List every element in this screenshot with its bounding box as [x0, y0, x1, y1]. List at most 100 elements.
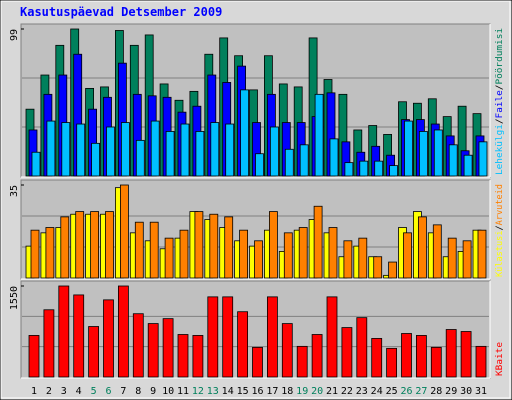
bar	[344, 162, 354, 177]
bar	[447, 237, 457, 279]
x-tick-label: 4	[76, 386, 82, 397]
legend-entry: Pöördumisi	[495, 28, 505, 85]
bar	[43, 309, 55, 378]
x-tick-label: 22	[341, 386, 353, 397]
legend-separator: /	[495, 118, 505, 124]
bar	[284, 148, 294, 177]
bar	[120, 184, 129, 279]
chart-title: Kasutuspäevad Detsember 2009	[20, 5, 222, 19]
legend-entry: Faile	[495, 90, 505, 118]
bar	[60, 216, 70, 279]
bar	[73, 294, 85, 378]
bar	[224, 216, 234, 279]
bar	[462, 240, 472, 279]
x-tick-label: 17	[266, 386, 278, 397]
bar	[105, 211, 114, 279]
legend-separator: /	[495, 225, 505, 230]
bar	[88, 326, 99, 378]
bar	[150, 120, 160, 177]
bar	[255, 153, 264, 177]
bar	[225, 123, 235, 177]
x-tick-label: 5	[91, 386, 97, 397]
bar	[478, 141, 488, 177]
bar	[252, 346, 263, 378]
bar	[177, 334, 189, 378]
bar	[239, 229, 249, 279]
bar	[341, 327, 353, 378]
bar	[61, 122, 71, 177]
bar	[326, 296, 338, 378]
bar	[118, 285, 129, 378]
x-tick-label: 11	[177, 386, 189, 397]
bar	[329, 138, 339, 177]
x-tick-label: 19	[296, 386, 308, 397]
bar	[134, 221, 144, 279]
bar	[121, 122, 130, 177]
bar	[31, 151, 41, 177]
bar	[103, 299, 114, 378]
bar	[299, 144, 309, 177]
bar	[417, 216, 427, 279]
bar	[460, 331, 472, 378]
legend-entry: Lehekülgi	[495, 124, 505, 175]
bar	[404, 120, 413, 177]
bar	[147, 323, 159, 378]
bar	[298, 227, 308, 279]
legend-entry: KBaite	[495, 342, 505, 376]
bar	[386, 347, 398, 378]
bar	[477, 229, 487, 279]
bar	[358, 237, 368, 279]
x-tick-label: 12	[192, 386, 204, 397]
x-tick-label: 14	[222, 386, 234, 397]
bar	[418, 131, 428, 177]
y-tick-label: 99	[9, 29, 20, 41]
bar	[162, 318, 174, 378]
x-tick-label: 13	[207, 386, 219, 397]
bar	[192, 335, 204, 378]
x-tick-label: 25	[386, 386, 398, 397]
bar	[388, 261, 398, 279]
bar	[281, 323, 293, 378]
bar	[164, 237, 174, 279]
bar	[389, 165, 399, 177]
bar	[374, 160, 384, 177]
x-tick-label: 30	[460, 386, 472, 397]
x-tick-label: 29	[445, 386, 457, 397]
bar	[76, 123, 86, 177]
legend-entry: Arvuteid	[495, 184, 505, 225]
bar	[180, 123, 190, 177]
bar	[135, 139, 145, 177]
bar	[475, 345, 487, 378]
bar	[432, 224, 442, 279]
bar	[463, 154, 473, 177]
bar	[433, 129, 443, 177]
x-tick-label: 31	[475, 386, 487, 397]
x-tick-label: 18	[281, 386, 293, 397]
x-tick-label: 23	[356, 386, 368, 397]
bar	[359, 160, 369, 177]
bar	[401, 333, 412, 378]
bar	[179, 229, 189, 279]
bar	[106, 126, 115, 177]
legend: KBaite	[495, 342, 505, 376]
y-tick-label: 35	[9, 185, 20, 197]
x-tick-label: 24	[371, 386, 383, 397]
bar	[28, 335, 40, 378]
bar	[311, 334, 323, 378]
bar	[149, 221, 159, 279]
x-tick-label: 8	[135, 386, 141, 397]
bar	[448, 144, 458, 177]
bar	[373, 256, 383, 279]
x-tick-label: 2	[46, 386, 52, 397]
bar	[240, 89, 250, 177]
bar	[356, 317, 368, 378]
x-tick-label: 28	[430, 386, 442, 397]
bar	[415, 335, 427, 378]
legend-entry: Külastusi	[495, 231, 505, 278]
bar	[58, 285, 70, 378]
bar	[210, 122, 220, 177]
x-tick-label: 16	[251, 386, 263, 397]
bar	[30, 229, 40, 279]
